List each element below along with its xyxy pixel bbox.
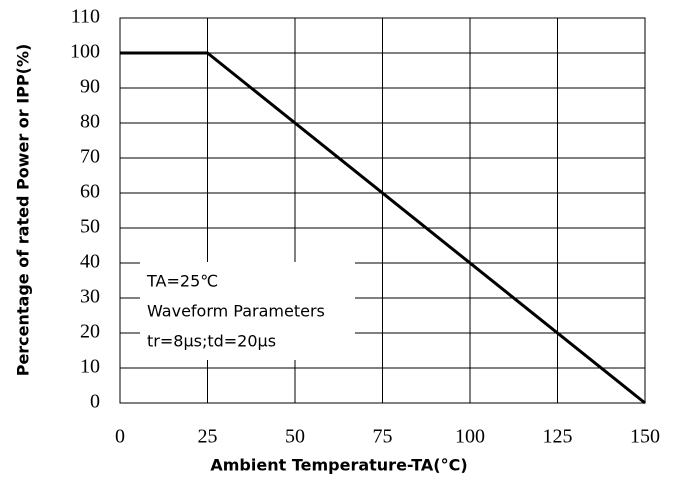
annotation: Waveform Parameters: [147, 302, 325, 321]
annotation: tr=8μs;td=20μs: [147, 332, 276, 351]
x-tick-label: 125: [543, 426, 573, 448]
x-tick-label: 150: [630, 426, 660, 448]
y-tick-label: 110: [71, 6, 100, 28]
y-tick-label: 60: [80, 181, 100, 203]
annotation: TA=25℃: [146, 272, 218, 291]
y-tick-label: 90: [80, 76, 100, 98]
y-tick-label: 0: [90, 391, 100, 413]
y-tick-label: 80: [80, 111, 100, 133]
y-tick-label: 40: [80, 251, 100, 273]
y-tick-label: 50: [80, 216, 100, 238]
y-tick-label: 100: [70, 41, 100, 63]
annotation-box: [140, 262, 355, 360]
line: [120, 51, 646, 405]
y-tick-label: 30: [80, 286, 100, 308]
y-tick-label: 20: [80, 321, 100, 343]
y-axis-label: Percentage of rated Power or IPP(%): [14, 44, 33, 377]
x-tick-label: 100: [455, 426, 485, 448]
x-tick-label: 0: [115, 426, 125, 448]
plot-frame: [119, 17, 646, 404]
x-tick-label: 75: [373, 426, 393, 448]
x-tick-label: 25: [198, 426, 218, 448]
x-tick-label: 50: [285, 426, 305, 448]
y-tick-label: 70: [80, 146, 100, 168]
y-tick-label: 10: [80, 356, 100, 378]
x-axis-label: Ambient Temperature-TA(°C): [210, 456, 467, 475]
